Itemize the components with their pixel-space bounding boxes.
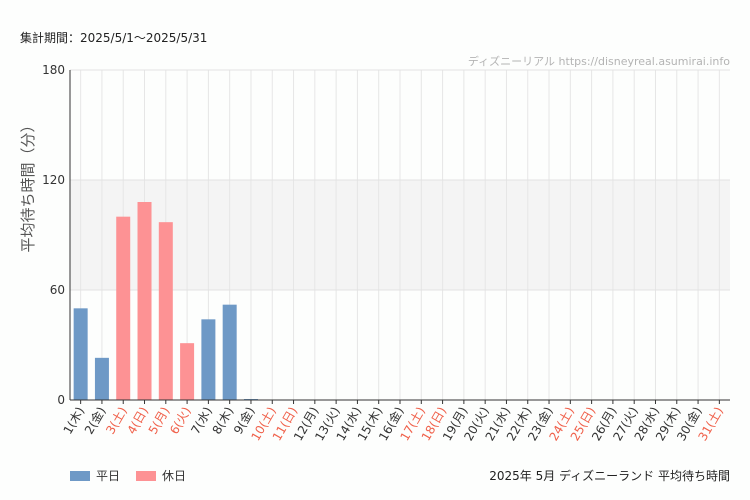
y-tick-label: 60 [50, 283, 65, 297]
chart-caption: 2025年 5月 ディズニーランド 平均待ち時間 [489, 469, 730, 483]
x-tick-label: 2(金) [81, 404, 108, 437]
y-axis-label: 平均待ち時間（分） [19, 117, 37, 252]
x-tick-label: 5(月) [146, 405, 173, 437]
x-tick-label: 6(火) [167, 405, 194, 437]
y-tick-label: 180 [42, 63, 65, 77]
bar-5[interactable] [158, 222, 173, 400]
bar-3[interactable] [116, 216, 131, 400]
legend: 平日 休日 [70, 467, 186, 484]
legend-swatch-holiday [136, 470, 157, 481]
legend-item-weekday: 平日 [70, 467, 120, 484]
x-tick-label: 1(木) [61, 405, 88, 437]
y-tick-label: 0 [57, 393, 65, 407]
bar-1[interactable] [73, 308, 88, 400]
collection-period: 集計期間：2025/5/1〜2025/5/31 [20, 31, 208, 45]
y-tick-label: 120 [42, 173, 65, 187]
legend-swatch-weekday [70, 470, 90, 481]
x-tick-label: 7(水) [188, 405, 215, 437]
bar-7[interactable] [201, 319, 216, 400]
bar-4[interactable] [137, 202, 152, 400]
site-credit: ディズニーリアル https://disneyreal.asumirai.inf… [467, 55, 730, 68]
legend-item-holiday: 休日 [136, 467, 186, 484]
bar-8[interactable] [222, 304, 237, 400]
legend-label-holiday: 休日 [162, 469, 187, 483]
bar-2[interactable] [94, 357, 109, 400]
x-tick-label: 4(日) [124, 405, 151, 437]
bar-6[interactable] [180, 343, 195, 400]
legend-label-weekday: 平日 [96, 469, 121, 483]
x-tick-label: 8(木) [210, 405, 237, 437]
x-tick-label: 3(土) [103, 405, 130, 437]
